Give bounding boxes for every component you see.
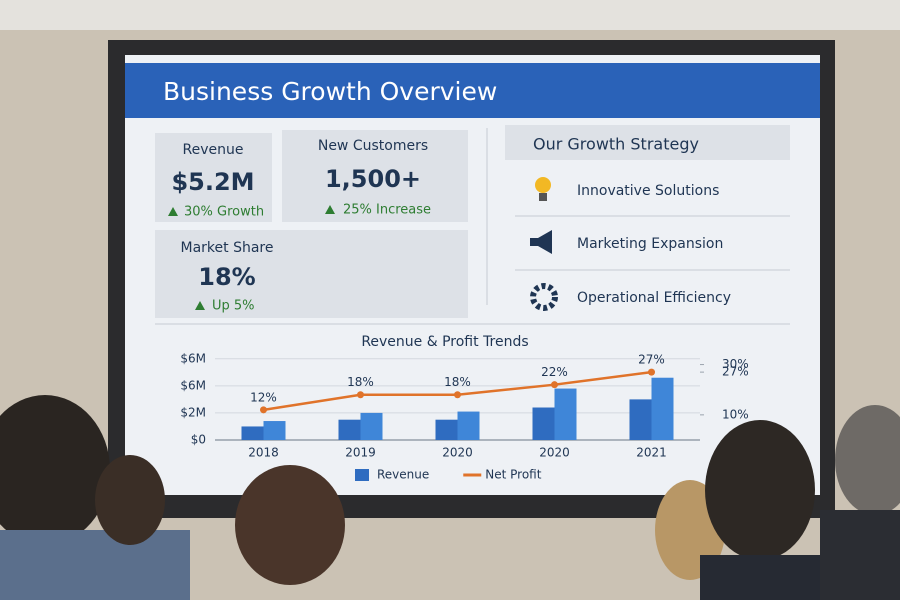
y2-tick-label: 27% — [722, 365, 749, 379]
kpi-label: Revenue — [183, 142, 244, 158]
kpi-change: Up 5% — [212, 299, 255, 314]
y-tick-label: $6M — [180, 351, 206, 365]
strategy-item: Innovative Solutions — [577, 183, 719, 199]
up-icon — [325, 205, 335, 214]
bulb-icon-base — [539, 193, 547, 201]
kpi-value: 1,500+ — [325, 165, 421, 193]
strategy-item: Marketing Expansion — [577, 236, 723, 252]
y-tick-label: $0 — [191, 433, 206, 447]
bar — [338, 419, 361, 440]
x-tick-label: 2018 — [248, 446, 279, 460]
kpi-value: 18% — [198, 263, 255, 291]
x-tick-label: 2020 — [539, 446, 570, 460]
kpi-change: 25% Increase — [343, 203, 431, 218]
bulb-icon — [535, 177, 551, 193]
y2-tick-label: 10% — [722, 407, 749, 421]
head — [0, 395, 110, 545]
legend-label: Net Profit — [485, 468, 541, 482]
bar — [532, 407, 555, 440]
audience — [0, 395, 900, 600]
bar — [651, 377, 674, 440]
line-point — [551, 381, 558, 389]
bar — [435, 419, 458, 440]
head — [235, 465, 345, 585]
x-tick-label: 2019 — [345, 446, 376, 460]
strategy-header — [505, 125, 790, 160]
head — [705, 420, 815, 560]
up-icon — [168, 207, 178, 216]
legend-swatch — [355, 469, 369, 481]
legend-label: Revenue — [377, 468, 429, 482]
data-label: 27% — [638, 353, 665, 367]
kpi-card — [155, 230, 468, 318]
gear-icon — [530, 283, 558, 311]
up-icon — [195, 301, 205, 310]
line-point — [648, 368, 655, 376]
line-point — [357, 391, 364, 399]
bar — [263, 421, 286, 440]
strategy-title: Our Growth Strategy — [533, 135, 699, 154]
kpi-label: New Customers — [318, 138, 428, 154]
shoulders — [0, 530, 190, 600]
shoulders — [820, 510, 900, 600]
data-label: 12% — [250, 390, 277, 404]
kpi-change: 30% Growth — [184, 205, 264, 220]
chart-title: Revenue & Profit Trends — [361, 334, 528, 350]
data-label: 18% — [347, 375, 374, 389]
kpi-card — [282, 130, 468, 222]
kpi-value: $5.2M — [171, 168, 254, 196]
header-band — [125, 63, 820, 118]
bar — [629, 399, 652, 440]
bar — [241, 426, 264, 440]
head — [95, 455, 165, 545]
bar — [554, 388, 577, 440]
data-label: 22% — [541, 365, 568, 379]
kpi-label: Market Share — [181, 240, 274, 256]
x-tick-label: 2020 — [442, 446, 473, 460]
megaphone-icon — [530, 230, 552, 254]
line-point — [454, 391, 461, 399]
line-point — [260, 406, 267, 414]
y-tick-label: $2M — [180, 405, 206, 419]
data-label: 18% — [444, 375, 471, 389]
head — [835, 405, 900, 515]
ceiling — [0, 0, 900, 30]
strategy-item: Operational Efficiency — [577, 290, 731, 306]
slide-title: Business Growth Overview — [163, 77, 497, 106]
kpi-card — [155, 133, 272, 222]
y-tick-label: $6M — [180, 378, 206, 392]
bar — [457, 411, 480, 440]
x-tick-label: 2021 — [636, 446, 667, 460]
bar — [360, 412, 383, 440]
y2-tick-label: 30% — [722, 357, 749, 371]
